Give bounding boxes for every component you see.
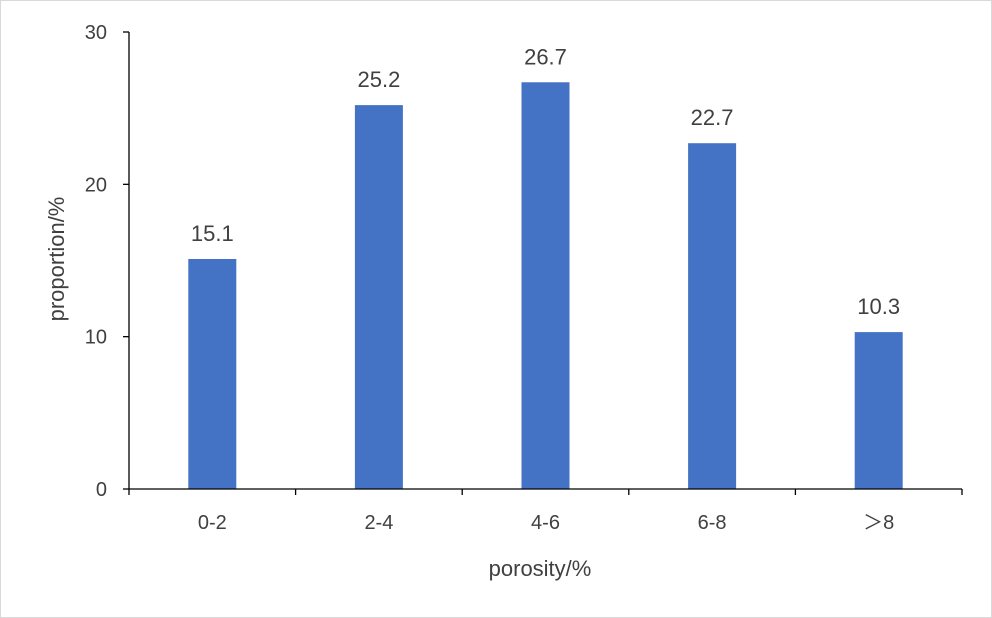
bar-3	[688, 143, 737, 489]
data-labels-group: 15.1 25.2 26.7 22.7 10.3	[191, 44, 900, 319]
y-ticks-group: 0 10 20 30	[85, 22, 129, 501]
bar-4	[854, 332, 903, 489]
bar-1	[354, 105, 403, 490]
x-tick-label-3: 6-8	[698, 512, 727, 534]
y-tick-label-1: 10	[85, 327, 107, 349]
y-tick-label-3: 30	[85, 22, 107, 44]
x-tick-label-0: 0-2	[198, 512, 227, 534]
x-tick-label-1: 2-4	[364, 512, 393, 534]
data-label-3: 22.7	[691, 105, 734, 130]
y-tick-label-2: 20	[85, 174, 107, 196]
bar-2	[521, 82, 570, 490]
y-axis-title: proportion/%	[44, 197, 69, 322]
y-tick-label-0: 0	[96, 479, 107, 501]
data-label-0: 15.1	[191, 221, 234, 246]
bars-group	[188, 82, 903, 490]
data-label-2: 26.7	[524, 44, 567, 69]
data-label-1: 25.2	[357, 67, 400, 92]
data-label-4: 10.3	[857, 294, 900, 319]
x-ticks-group: 0-2 2-4 4-6 6-8 ＞8	[128, 489, 963, 534]
axes-group	[128, 32, 962, 490]
x-tick-label-2: 4-6	[531, 512, 560, 534]
bar-0	[188, 258, 237, 489]
x-tick-label-4: ＞8	[863, 512, 894, 534]
x-axis-title: porosity/%	[489, 556, 592, 581]
